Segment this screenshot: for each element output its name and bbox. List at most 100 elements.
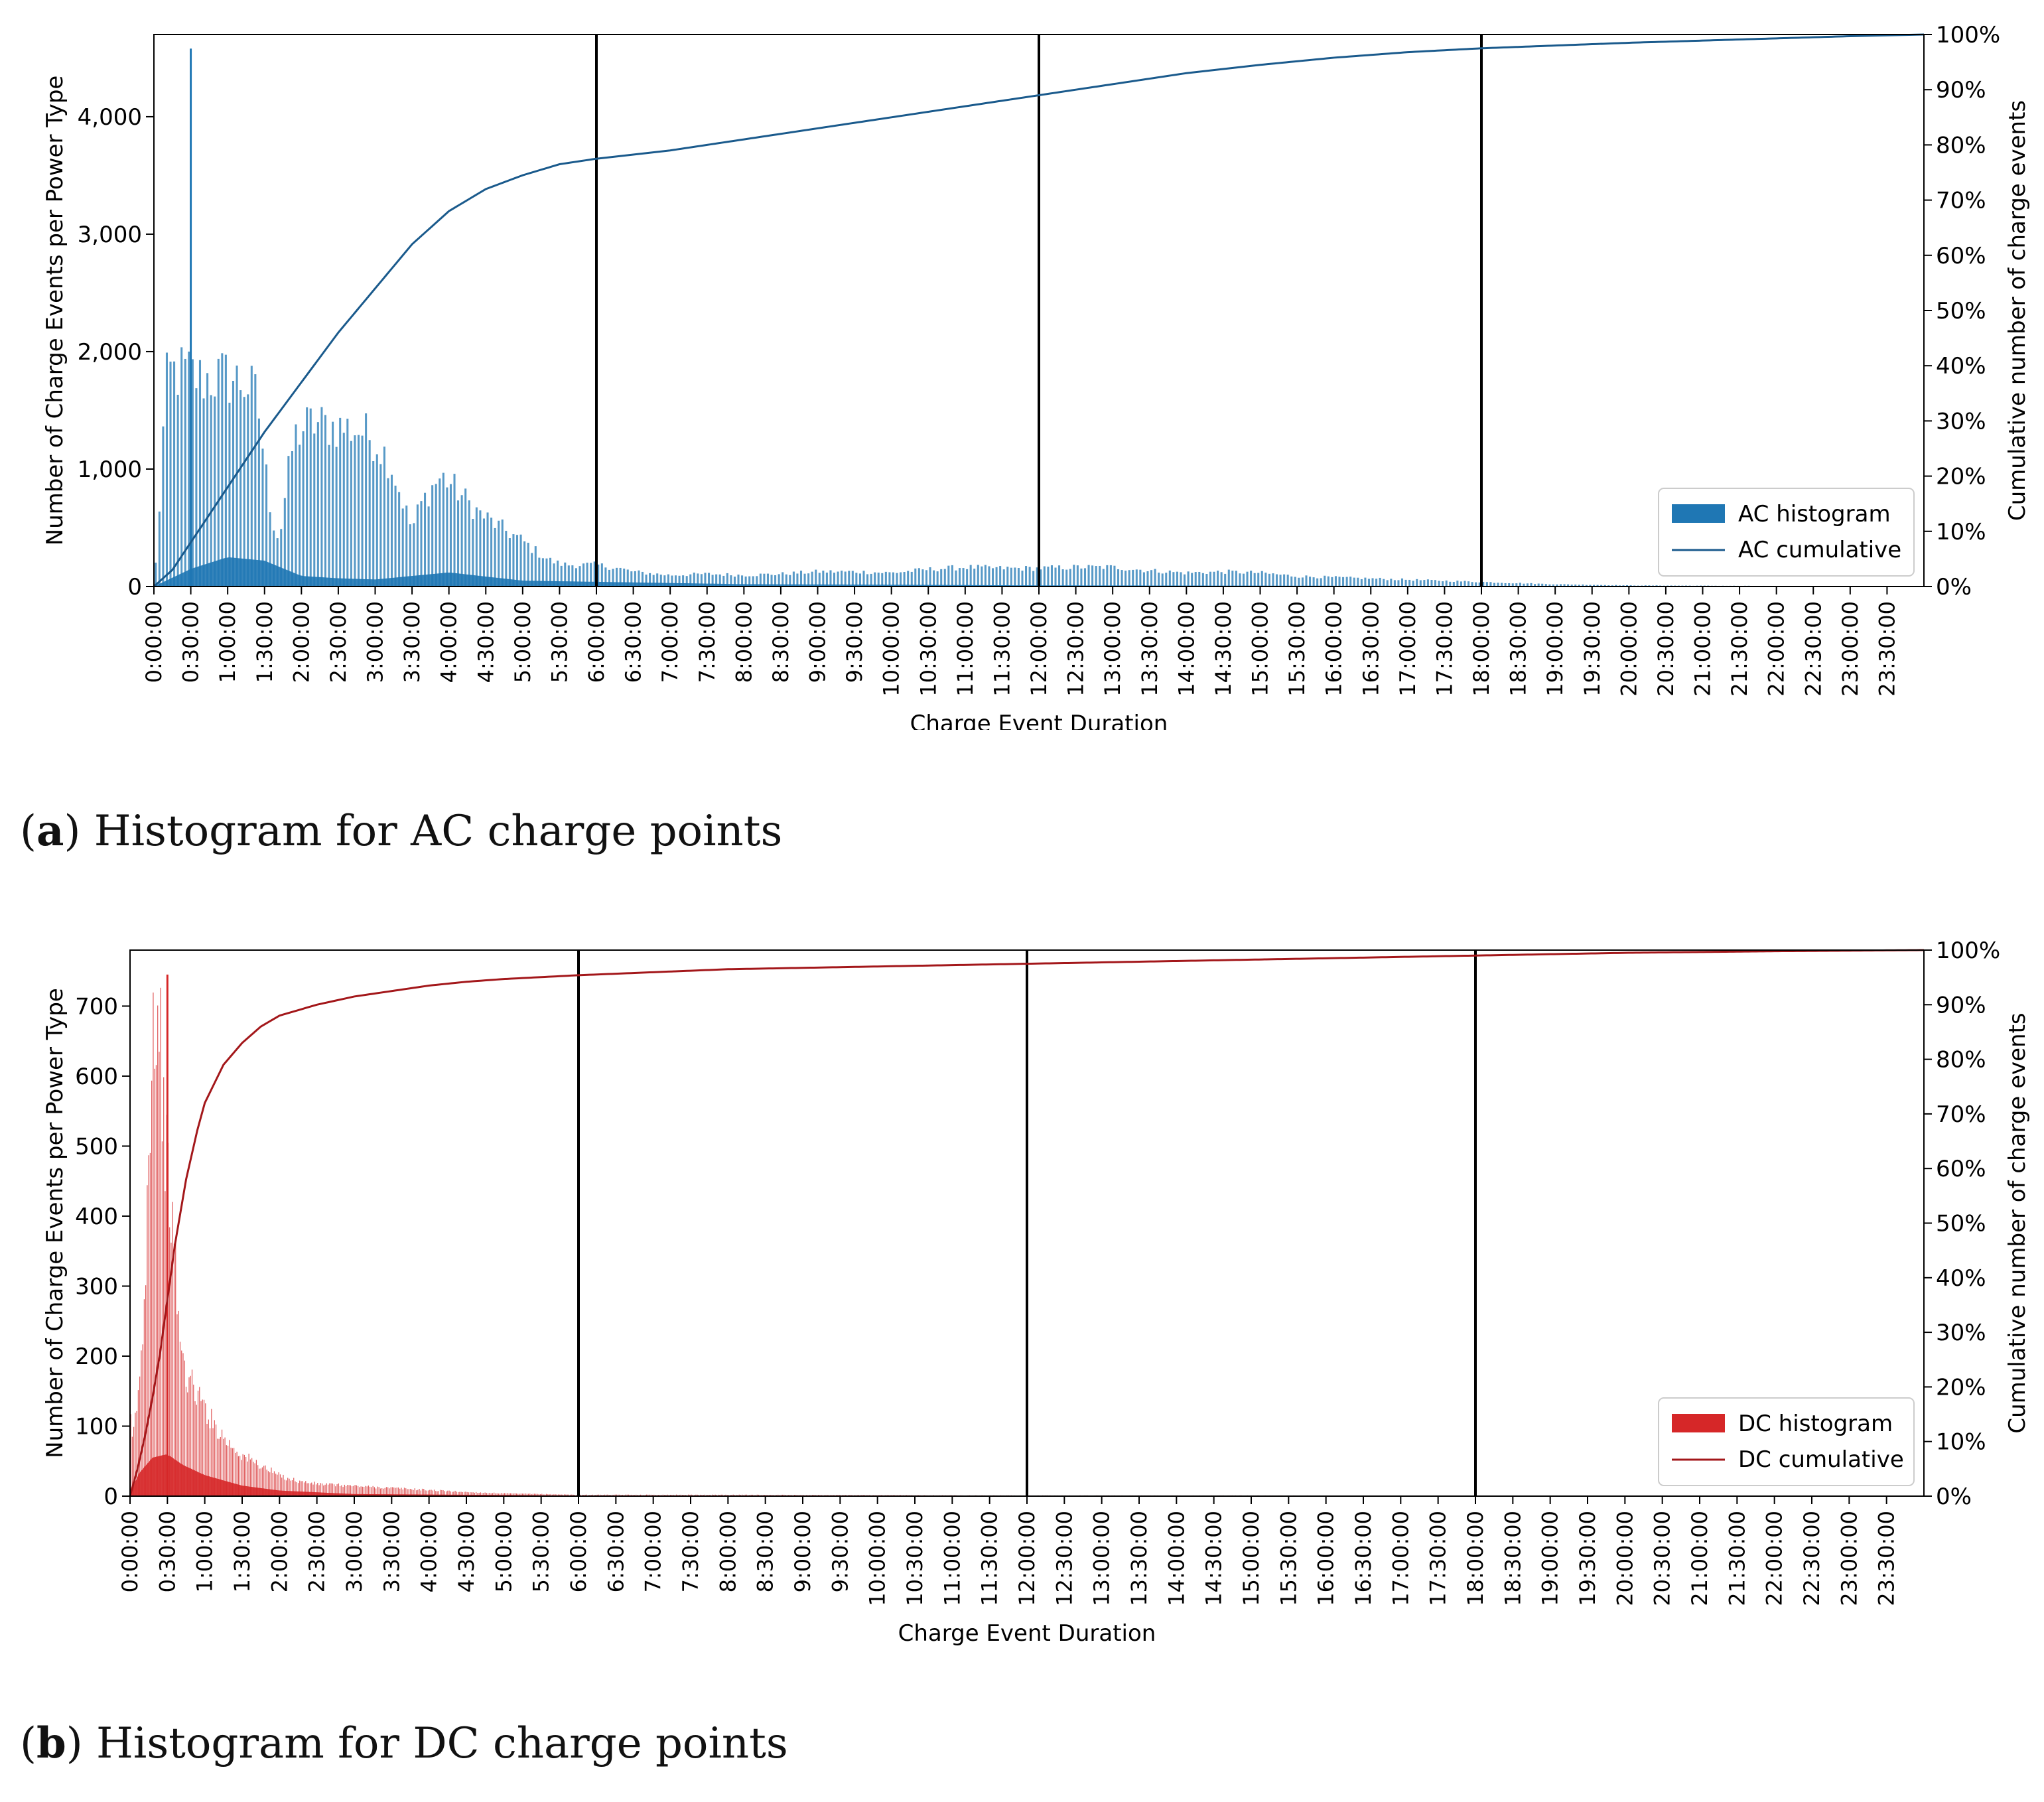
a-histogram-bar bbox=[782, 572, 784, 587]
a-xtick-label: 23:30:00 bbox=[1874, 601, 1899, 697]
a-histogram-bar bbox=[494, 527, 496, 587]
a-histogram-bar bbox=[1176, 571, 1178, 587]
a-histogram-bar bbox=[929, 567, 931, 587]
a-histogram-bar bbox=[962, 568, 965, 587]
a-histogram-bar bbox=[1593, 585, 1596, 587]
a-histogram-bar bbox=[1099, 565, 1101, 587]
a-histogram-bar bbox=[1349, 577, 1352, 587]
a-histogram-bar bbox=[1511, 583, 1514, 587]
a-histogram-bar bbox=[884, 571, 887, 587]
b-histogram-bar bbox=[381, 1488, 383, 1496]
a-histogram-bar bbox=[527, 543, 529, 587]
b-histogram-bar bbox=[366, 1486, 368, 1496]
a-histogram-bar bbox=[645, 575, 647, 587]
b-xtick-label: 5:00:00 bbox=[491, 1511, 516, 1592]
b-histogram-bar bbox=[653, 1494, 655, 1496]
b-y2tick-label: 30% bbox=[1936, 1320, 1986, 1346]
a-histogram-bar bbox=[1331, 577, 1333, 587]
a-ytick-label: 4,000 bbox=[78, 104, 142, 131]
b-xtick-label: 0:00:00 bbox=[117, 1511, 143, 1592]
a-histogram-bar bbox=[283, 498, 286, 587]
a-histogram-bar bbox=[1504, 583, 1507, 587]
a-histogram-bar bbox=[659, 575, 662, 587]
a-histogram-bar bbox=[1165, 573, 1168, 587]
b-histogram-bar bbox=[468, 1492, 469, 1496]
b-y2tick-label: 60% bbox=[1936, 1156, 1986, 1182]
a-histogram-bar bbox=[1087, 565, 1090, 587]
a-histogram-bar bbox=[1242, 573, 1245, 587]
a-histogram-bar bbox=[1021, 571, 1024, 587]
b-histogram-bar bbox=[359, 1487, 360, 1496]
b-histogram-bar bbox=[758, 1494, 760, 1496]
a-histogram-bar bbox=[792, 571, 795, 587]
a-histogram-bar bbox=[398, 492, 401, 587]
a-histogram-bar bbox=[368, 440, 371, 587]
a-histogram-bar bbox=[1523, 583, 1525, 587]
chart-ac: 0 1,000 2,000 3,000 4,000 0% 10% 20% 30% 40% 50% 60… bbox=[0, 0, 2044, 730]
a-histogram-bar bbox=[626, 569, 629, 587]
b-histogram-bar bbox=[323, 1485, 324, 1496]
a-histogram-bar bbox=[534, 546, 537, 587]
a-histogram-bar bbox=[870, 573, 872, 587]
a-histogram-bar bbox=[892, 572, 894, 587]
b-histogram-bar bbox=[750, 1494, 752, 1496]
a-histogram-bar bbox=[1452, 582, 1455, 587]
b-histogram-bar bbox=[474, 1492, 476, 1496]
a-histogram-bar bbox=[1589, 585, 1592, 587]
a-histogram-bar bbox=[1028, 567, 1031, 587]
a-histogram-bar bbox=[1471, 582, 1473, 587]
a-histogram-bar bbox=[508, 538, 511, 587]
a-histogram-bar bbox=[361, 435, 364, 587]
b-xtick-label: 2:30:00 bbox=[305, 1511, 330, 1592]
b-histogram-bar bbox=[226, 1445, 227, 1496]
b-histogram-bar bbox=[441, 1490, 443, 1496]
a-histogram-bar bbox=[1286, 575, 1289, 587]
b-xtick-label: 19:00:00 bbox=[1538, 1511, 1563, 1606]
a-histogram-bar bbox=[357, 435, 360, 587]
b-histogram-bar bbox=[178, 1310, 179, 1496]
b-histogram-bar bbox=[466, 1491, 468, 1496]
b-histogram-bar bbox=[172, 1202, 173, 1496]
a-histogram-bar bbox=[1537, 583, 1540, 587]
b-y2tick-label: 20% bbox=[1936, 1374, 1986, 1401]
a-histogram-bar bbox=[549, 557, 552, 587]
a-histogram-bar bbox=[1260, 571, 1263, 587]
a-histogram-bar bbox=[1142, 572, 1145, 587]
b-x-axis-label: Charge Event Duration bbox=[898, 1620, 1156, 1645]
a-histogram-bar bbox=[498, 520, 500, 587]
b-histogram-bar bbox=[157, 1005, 159, 1496]
a-xtick-label: 20:30:00 bbox=[1653, 601, 1678, 697]
a-histogram-bar bbox=[822, 571, 825, 587]
b-histogram-bar bbox=[318, 1485, 320, 1496]
b-histogram-bar bbox=[365, 1486, 366, 1496]
a-histogram-bar bbox=[420, 501, 423, 587]
a-histogram-bar bbox=[291, 451, 293, 587]
a-histogram-bar bbox=[1534, 584, 1536, 587]
a-histogram-bar bbox=[1073, 565, 1075, 587]
b-histogram-bar bbox=[236, 1452, 238, 1496]
b-histogram-bar bbox=[385, 1487, 387, 1496]
a-y2-axis-label: Cumulative number of charge events bbox=[2004, 100, 2031, 521]
caption-ac-letter: a bbox=[36, 806, 64, 856]
a-histogram-bar bbox=[1205, 574, 1208, 587]
b-y2tick-label: 80% bbox=[1936, 1047, 1986, 1074]
b-xtick-label: 17:30:00 bbox=[1426, 1511, 1451, 1606]
a-y2tick-label: 60% bbox=[1936, 243, 1986, 269]
b-histogram-bar bbox=[287, 1478, 289, 1496]
b-xtick-label: 13:00:00 bbox=[1089, 1511, 1115, 1606]
chart-dc: 0 100 200 300 400 500 600 700 0% 10% 20% 30% 40% 50% 6… bbox=[0, 916, 2044, 1645]
a-histogram-bar bbox=[1309, 577, 1312, 587]
a-histogram-bar bbox=[1386, 580, 1389, 587]
a-histogram-bar bbox=[741, 575, 744, 587]
a-histogram-bar bbox=[1541, 583, 1544, 587]
a-histogram-bar bbox=[1526, 583, 1529, 587]
a-xtick-label: 19:30:00 bbox=[1580, 601, 1605, 697]
a-histogram-bar bbox=[243, 397, 245, 587]
a-xtick-label: 22:30:00 bbox=[1801, 601, 1826, 697]
a-histogram-bar bbox=[1220, 572, 1223, 587]
a-y2tick-label: 30% bbox=[1936, 408, 1986, 435]
a-xtick-label: 14:00:00 bbox=[1174, 601, 1199, 697]
b-histogram-bar bbox=[454, 1490, 456, 1496]
a-xtick-label: 12:30:00 bbox=[1063, 601, 1089, 697]
a-histogram-bar bbox=[401, 508, 404, 587]
